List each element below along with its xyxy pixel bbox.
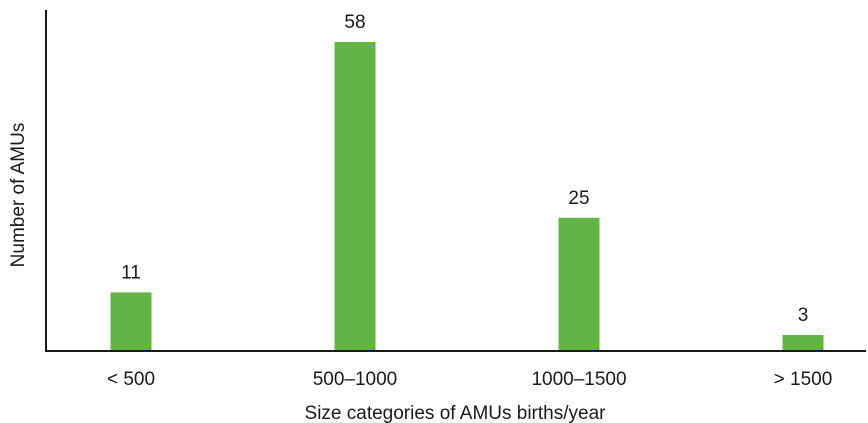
y-axis-label: Number of AMUs [8,123,29,268]
x-axis-label: Size categories of AMUs births/year [305,403,607,423]
data-label-0: 11 [121,262,141,283]
bar-2 [558,217,600,351]
x-tick-label-1: 500–1000 [313,369,398,390]
bars-group [110,42,824,351]
bar-0 [110,292,152,351]
data-label-1: 58 [344,12,365,33]
x-tick-labels-group: < 500 500–1000 1000–1500 > 1500 [107,369,832,390]
data-label-2: 25 [568,188,589,209]
data-label-3: 3 [798,305,809,326]
data-labels-group: 11 58 25 3 [121,12,808,326]
x-tick-label-3: > 1500 [774,369,833,390]
bar-3 [782,335,824,351]
x-tick-label-0: < 500 [107,369,155,390]
bar-1 [334,42,376,351]
x-tick-label-2: 1000–1500 [531,369,626,390]
